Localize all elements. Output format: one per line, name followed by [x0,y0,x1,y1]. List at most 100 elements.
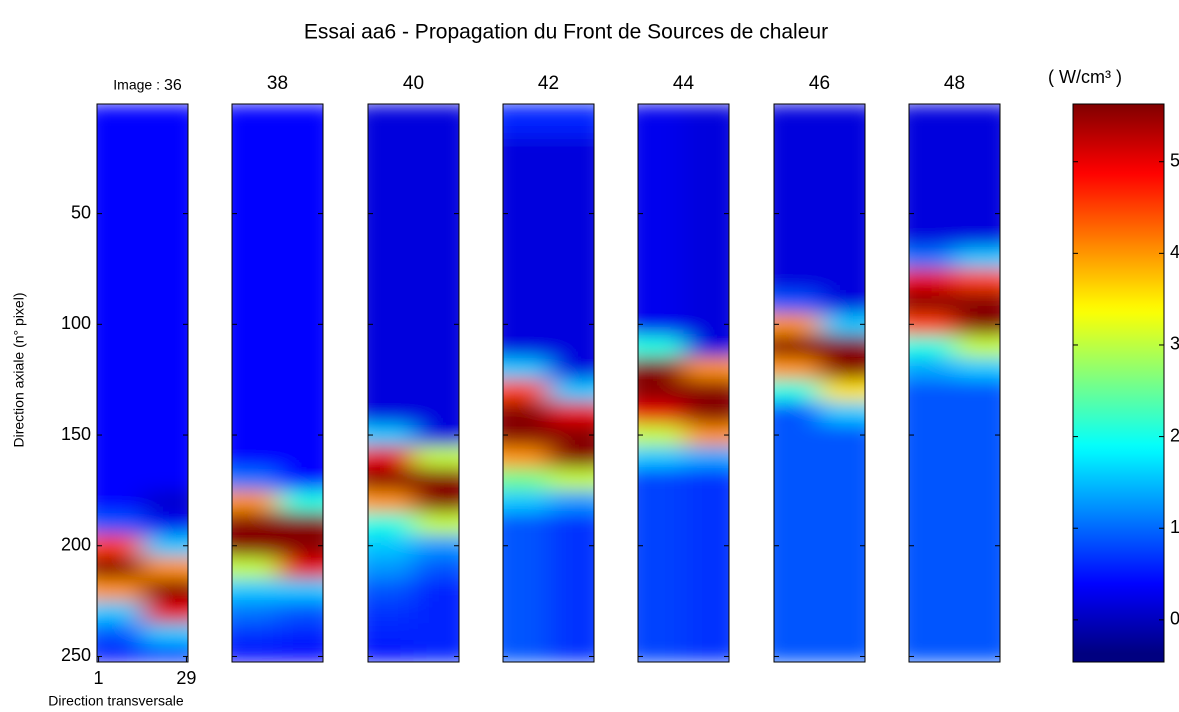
heat-cell [638,645,684,662]
heat-cell [954,512,1000,536]
heat-cell [548,202,594,226]
heat-cell [142,623,188,646]
heat-cell [97,645,143,662]
heat-cell [277,601,323,624]
heat-cell [819,512,865,536]
heat-cell [413,158,459,181]
heat-cell [774,446,820,469]
heat-cell [638,202,684,226]
panel-label: 38 [267,73,288,94]
heat-cell [909,246,955,270]
heat-cell [954,601,1000,624]
heat-cell [503,136,549,159]
heat-cell [683,623,729,646]
heat-cell [503,357,549,381]
heat-cell [413,202,459,226]
heat-cell [413,534,459,558]
panel-frame [773,103,866,663]
heat-cell [638,446,684,469]
y-tick-label: 50 [71,202,91,222]
heat-cell [277,357,323,381]
heat-cell [683,512,729,536]
heat-cell [548,512,594,536]
heat-cell [368,246,414,270]
y-tick-label: 250 [61,645,91,665]
heat-cell [774,578,820,602]
heat-cell [232,313,278,336]
heat-cell [909,446,955,469]
heat-cell [774,357,820,381]
heat-cell [503,180,549,204]
heat-cell [548,180,594,204]
heat-cell [819,490,865,514]
heat-cell [97,268,143,292]
heat-cell [638,512,684,536]
colorbar-tick-label: 5 [1170,150,1179,170]
heat-cell [232,601,278,624]
heat-cell [909,490,955,514]
heat-cell [909,268,955,292]
heat-cell [548,246,594,270]
heat-cell [638,623,684,646]
heat-cell [368,379,414,403]
heat-cell [638,313,684,336]
heat-cell [232,379,278,403]
heat-cell [774,556,820,580]
heat-cell [232,104,278,137]
heat-cell [638,136,684,159]
heat-cell [97,158,143,181]
heat-cell [954,446,1000,469]
heat-cell [638,490,684,514]
x-axis-label: Direction transversale [48,693,184,709]
heat-cell [277,202,323,226]
heat-cell [232,291,278,314]
heat-cell [548,136,594,159]
heat-cell [638,556,684,580]
heat-cell [819,401,865,425]
heat-cell [954,104,1000,137]
heat-cell [954,623,1000,646]
heat-cell [232,401,278,425]
panel-label: 40 [403,73,424,94]
heat-cell [774,401,820,425]
heat-cell [774,104,820,137]
heat-cell [819,313,865,336]
heat-cell [277,446,323,469]
heat-cell [368,268,414,292]
heat-cell [683,578,729,602]
panel [774,104,865,662]
heat-cell [819,291,865,314]
heat-cell [277,423,323,447]
heat-cell [368,468,414,491]
heat-cell [413,423,459,447]
heat-cell [683,180,729,204]
heat-cell [368,313,414,336]
panel [638,104,729,662]
heat-cell [503,512,549,536]
colorbar [1072,103,1165,663]
heat-cell [413,268,459,292]
heat-cell [683,313,729,336]
heat-cell [548,335,594,359]
heatmap [368,104,459,662]
heatmap [774,104,865,662]
heat-cell [368,556,414,580]
heat-cell [638,578,684,602]
heat-cell [413,401,459,425]
heat-cell [413,446,459,469]
heat-cell [142,578,188,602]
heatmap [232,104,323,662]
heat-cell [909,401,955,425]
colorbar-label: ( W/cm³ ) [1048,67,1122,87]
heat-cell [413,468,459,491]
heat-cell [142,158,188,181]
heat-cell [683,490,729,514]
heat-cell [548,578,594,602]
heat-cell [819,357,865,381]
heat-cell [774,268,820,292]
heat-cell [142,645,188,662]
heat-cell [97,512,143,536]
heat-cell [368,423,414,447]
colorbar-tick-label: 2 [1170,425,1179,445]
heat-cell [819,468,865,491]
